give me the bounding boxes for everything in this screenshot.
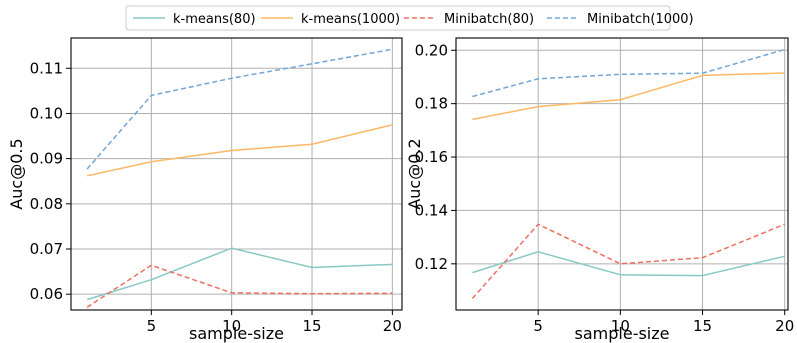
- right-xtick-label-5: 5: [533, 317, 543, 335]
- right-y-axis-label: Auc@0.2: [405, 138, 424, 209]
- right-ytick-label-0: 0.12: [415, 255, 448, 273]
- right-series-minibatch80: [471, 223, 785, 299]
- legend-frame: [125, 5, 671, 31]
- left-ytick-label-5: 0.11: [30, 59, 63, 77]
- left-xtick-label-5: 5: [147, 317, 157, 335]
- right-ytick-label-3: 0.18: [415, 95, 448, 113]
- left-ytick-label-2: 0.08: [30, 195, 63, 213]
- left-series-kmeans1000: [86, 124, 393, 177]
- left-chart-panel: 5 10 15 20 0.06 0.07 0.08 0.09 0.10 0.11 sample-si…: [7, 37, 403, 343]
- left-y-axis-label: Auc@0.5: [7, 138, 26, 209]
- left-ytick-label-1: 0.07: [30, 240, 63, 258]
- left-x-axis-label: sample-size: [189, 324, 284, 343]
- right-series-minibatch1000: [472, 48, 785, 98]
- legend-label-2: k-means(1000): [301, 12, 400, 27]
- right-ytick-label-2: 0.16: [415, 148, 448, 166]
- left-xtick-label-15: 15: [302, 317, 321, 335]
- left-xtick-label-20: 20: [383, 317, 402, 335]
- right-plot-frame: [455, 37, 789, 311]
- legend: k-means(80) k-means(1000) Minibatch(80) Min…: [125, 5, 694, 31]
- right-ytick-label-4: 0.20: [415, 41, 448, 59]
- legend-label-3: Minibatch(80): [444, 12, 534, 27]
- right-ytick-label-1: 0.14: [415, 201, 448, 219]
- right-series-kmeans80: [472, 251, 785, 277]
- right-xtick-label-15: 15: [693, 317, 712, 335]
- right-chart-panel: 5 10 15 20 0.12 0.14 0.16 0.18 0.20 sample-size Au…: [405, 37, 794, 343]
- left-series-kmeans80: [86, 247, 393, 301]
- left-series-minibatch1000: [86, 48, 393, 170]
- legend-label-1: k-means(80): [173, 12, 256, 27]
- left-plot-frame: [70, 37, 403, 311]
- right-x-axis-label: sample-size: [575, 324, 670, 343]
- right-series-kmeans1000: [472, 72, 785, 121]
- right-xtick-label-10: 10: [611, 317, 630, 335]
- left-xtick-label-10: 10: [222, 317, 241, 335]
- right-xtick-label-20: 20: [775, 317, 794, 335]
- left-ytick-label-4: 0.10: [30, 104, 63, 122]
- left-ytick-label-0: 0.06: [30, 285, 63, 303]
- left-series-minibatch80: [86, 264, 393, 308]
- legend-label-4: Minibatch(1000): [587, 12, 694, 27]
- left-ytick-label-3: 0.09: [30, 150, 63, 168]
